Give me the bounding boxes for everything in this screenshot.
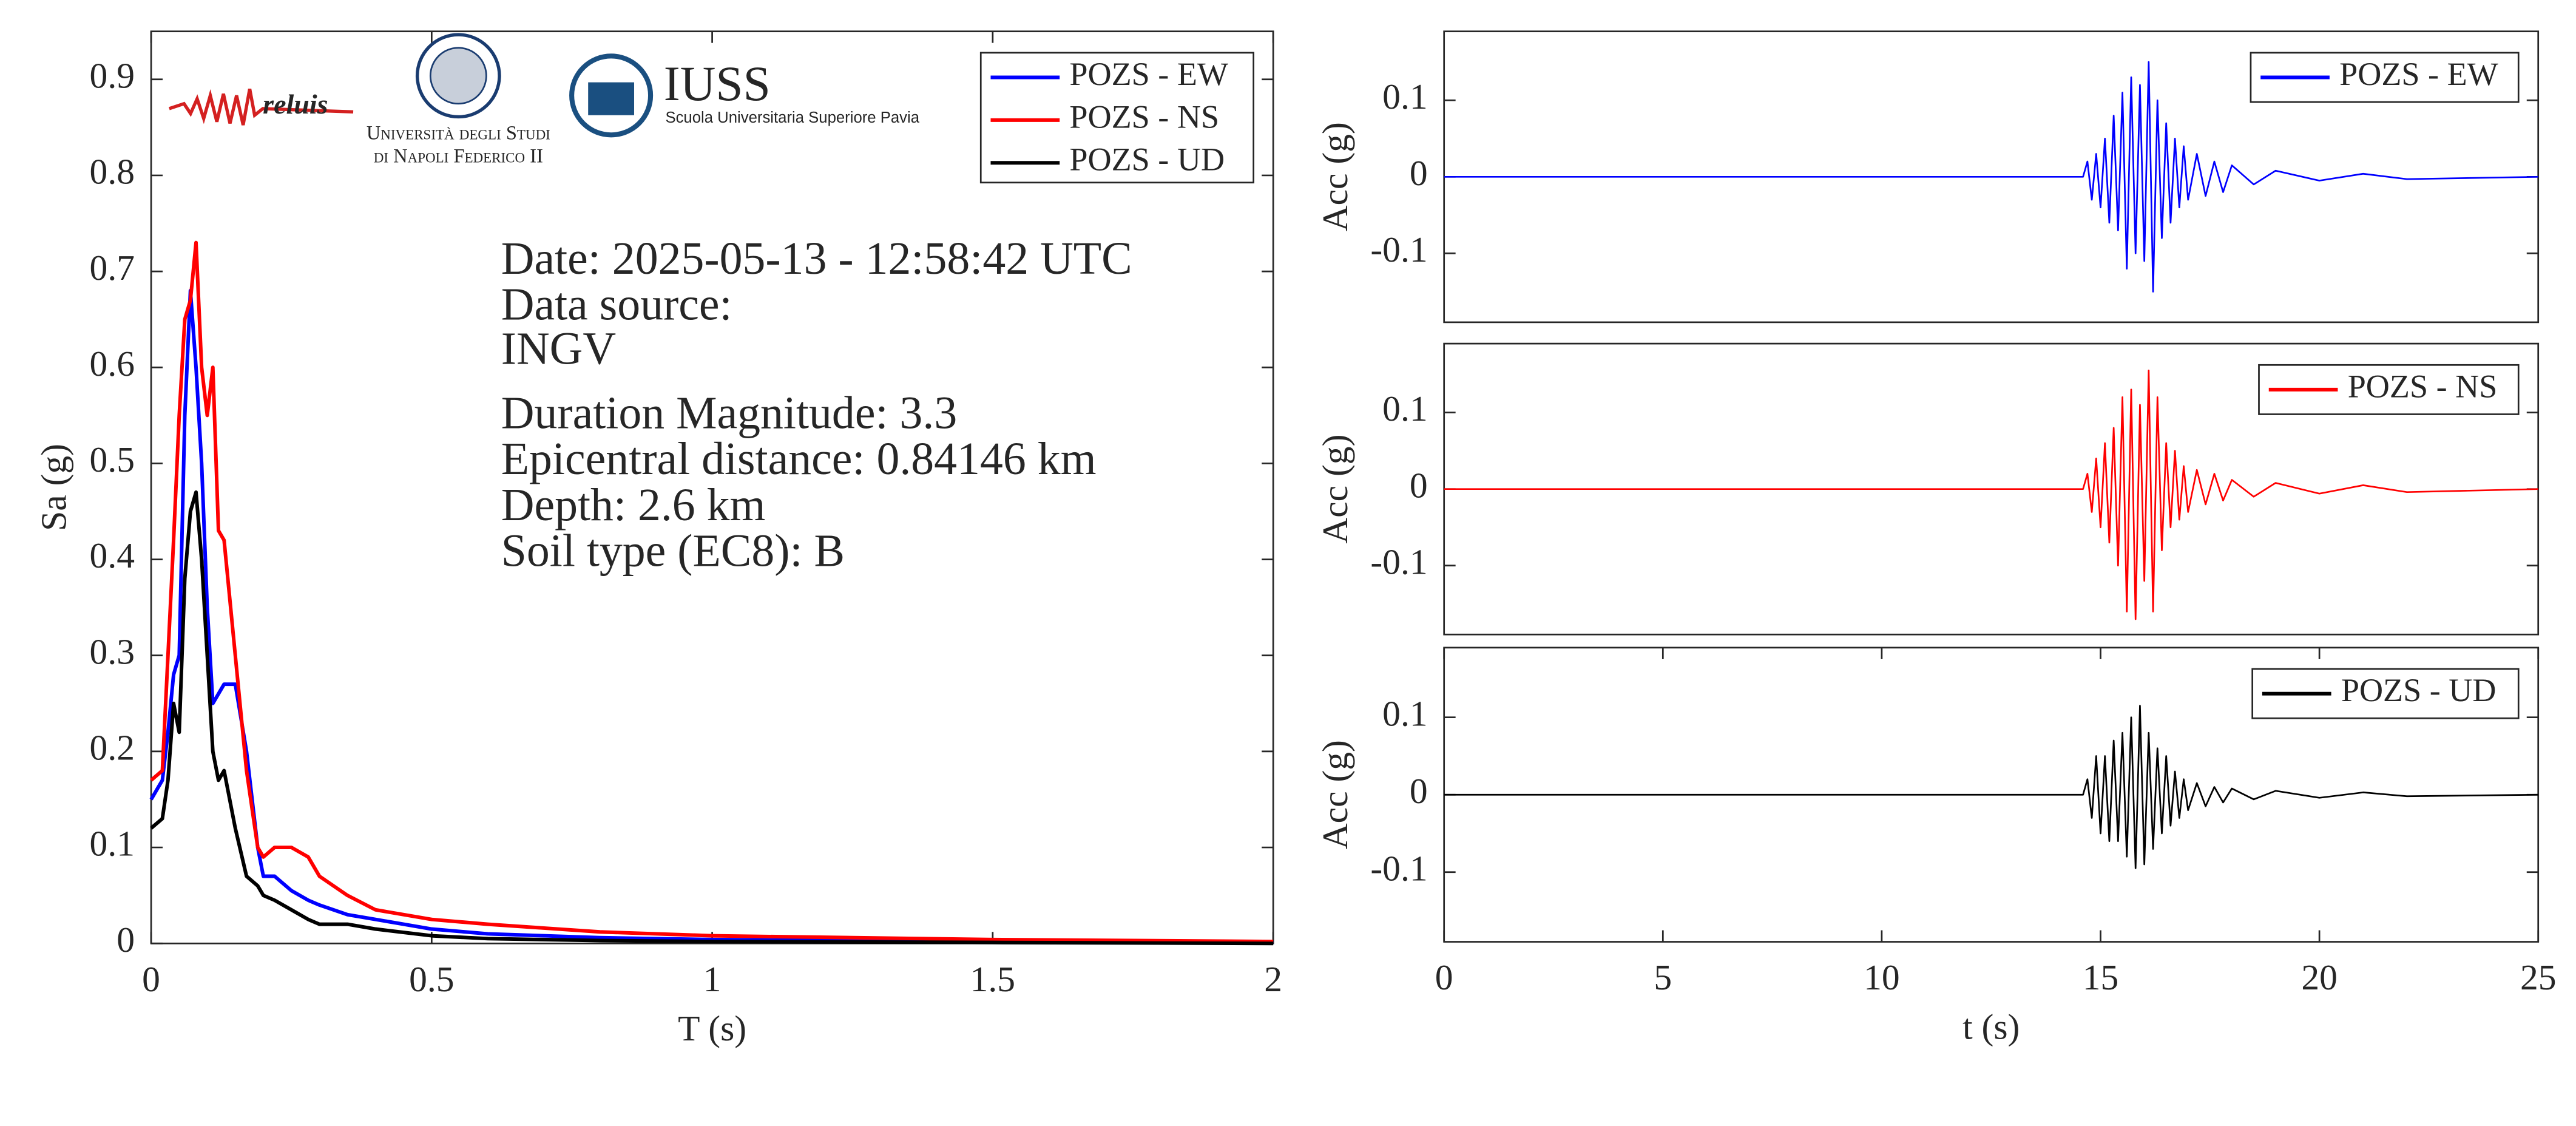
x-tick-label: 0.5 (409, 959, 454, 999)
legend-label: POZS - NS (2348, 368, 2498, 404)
y-tick-label: 0.3 (90, 631, 135, 671)
logos: reluis Università degli Studi di Napoli … (168, 33, 920, 168)
x-tick-label: 25 (2520, 957, 2557, 997)
y-tick-label: 0.6 (90, 344, 135, 384)
x-axis-label: t (s) (1962, 1006, 2020, 1046)
y-tick-label: -0.1 (1370, 541, 1427, 582)
x-tick-label: 20 (2301, 957, 2338, 997)
unina-text: Università degli Studi (367, 123, 550, 144)
annotation: Duration Magnitude: 3.3 (501, 387, 958, 438)
series-line (150, 240, 1274, 944)
y-tick-label: 0.1 (1382, 693, 1427, 733)
annotation: Depth: 2.6 km (501, 480, 766, 531)
y-tick-label: 0.5 (90, 439, 135, 480)
iuss-subtext: Scuola Universitaria Superiore Pavia (665, 109, 919, 126)
y-tick-label: 0.4 (90, 535, 135, 575)
x-axis-label: T (s) (678, 1008, 746, 1048)
annotation: Date: 2025-05-13 - 12:58:42 UTC (501, 233, 1132, 284)
x-tick-label: 10 (1864, 957, 1900, 997)
y-axis-label: Acc (g) (1315, 740, 1355, 849)
y-tick-label: 0.1 (1382, 388, 1427, 429)
legend-label: POZS - EW (1069, 56, 1228, 92)
x-tick-label: 0 (1435, 957, 1453, 997)
y-tick-label: 0.9 (90, 55, 135, 95)
y-tick-label: 0.2 (90, 728, 135, 768)
series-line (1444, 705, 2538, 869)
x-tick-label: 5 (1654, 957, 1672, 997)
legend-label: POZS - UD (1069, 141, 1225, 178)
iuss-text: IUSS (664, 56, 771, 111)
iuss-building (588, 82, 635, 115)
annotation: Soil type (EC8): B (501, 526, 845, 577)
annotation: Epicentral distance: 0.84146 km (501, 433, 1097, 484)
y-tick-label: -0.1 (1370, 229, 1427, 270)
y-tick-label: 0 (1410, 771, 1428, 811)
x-tick-label: 1.5 (970, 959, 1015, 999)
y-tick-label: 0.8 (90, 152, 135, 192)
y-tick-label: 0.1 (90, 824, 135, 864)
unina-text: di Napoli Federico II (374, 146, 543, 168)
legend-box (979, 52, 1255, 184)
x-tick-label: 0 (142, 959, 160, 999)
y-axis-label: Sa (g) (33, 444, 73, 531)
legend-label: POZS - UD (2341, 672, 2497, 708)
legend-label: POZS - EW (2339, 56, 2498, 92)
y-axis-label: Acc (g) (1315, 122, 1355, 231)
y-tick-label: 0 (1410, 465, 1428, 505)
y-tick-label: 0 (117, 920, 135, 960)
annotation: Data source: (501, 279, 732, 330)
legend-label: POZS - NS (1069, 98, 1219, 135)
series-line (1444, 61, 2538, 293)
unina-seal (415, 33, 501, 119)
annotation: INGV (501, 324, 616, 375)
series-line (1444, 369, 2538, 620)
series-line (149, 288, 1274, 945)
y-tick-label: 0 (1410, 153, 1428, 193)
y-tick-label: 0.7 (90, 248, 135, 288)
x-tick-label: 1 (703, 959, 722, 999)
reluis-text: reluis (263, 89, 328, 120)
unina-seal-inner (429, 47, 487, 105)
x-tick-label: 15 (2083, 957, 2119, 997)
y-tick-label: -0.1 (1370, 848, 1427, 888)
iuss-seal (569, 53, 654, 138)
reluis-wave (168, 88, 354, 126)
y-axis-label: Acc (g) (1315, 435, 1355, 544)
y-tick-label: 0.1 (1382, 76, 1427, 117)
series-line (150, 490, 1274, 946)
x-tick-label: 2 (1264, 959, 1282, 999)
